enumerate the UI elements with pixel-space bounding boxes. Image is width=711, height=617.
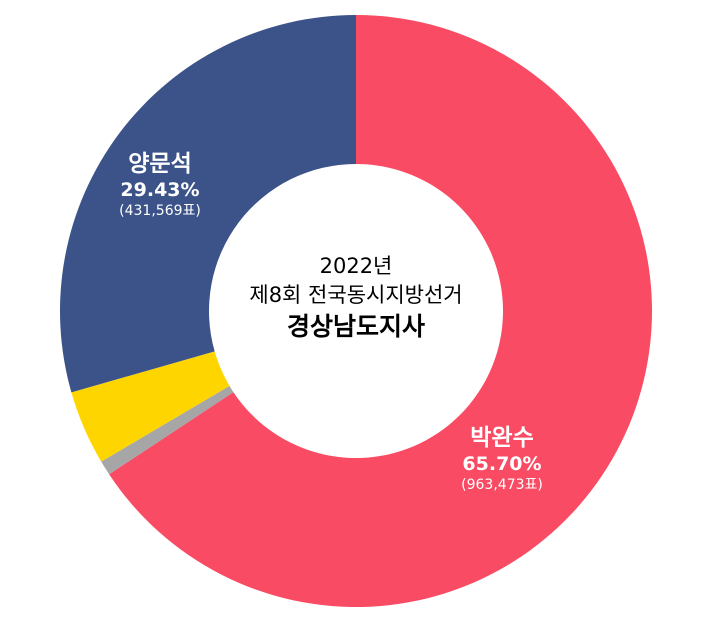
title-election: 제8회 전국동시지방선거	[249, 283, 463, 307]
donut-slice-0	[109, 15, 652, 607]
slice-label-yang: 양문석 29.43% (431,569표)	[119, 150, 201, 220]
slice-label-park: 박완수 65.70% (963,473표)	[461, 424, 543, 494]
candidate-votes: (963,473표)	[461, 476, 543, 493]
chart-title: 2022년 제8회 전국동시지방선거 경상남도지사	[249, 252, 462, 344]
candidate-percent: 29.43%	[120, 178, 200, 201]
donut-slice-1	[101, 385, 234, 475]
donut-slice-2	[71, 351, 230, 462]
title-year: 2022년	[319, 254, 393, 278]
candidate-votes: (431,569표)	[119, 202, 201, 219]
donut-slice-3	[59, 15, 356, 393]
title-office: 경상남도지사	[286, 312, 425, 341]
candidate-percent: 65.70%	[462, 452, 542, 475]
candidate-name: 양문석	[128, 151, 192, 177]
candidate-name: 박완수	[470, 425, 534, 451]
